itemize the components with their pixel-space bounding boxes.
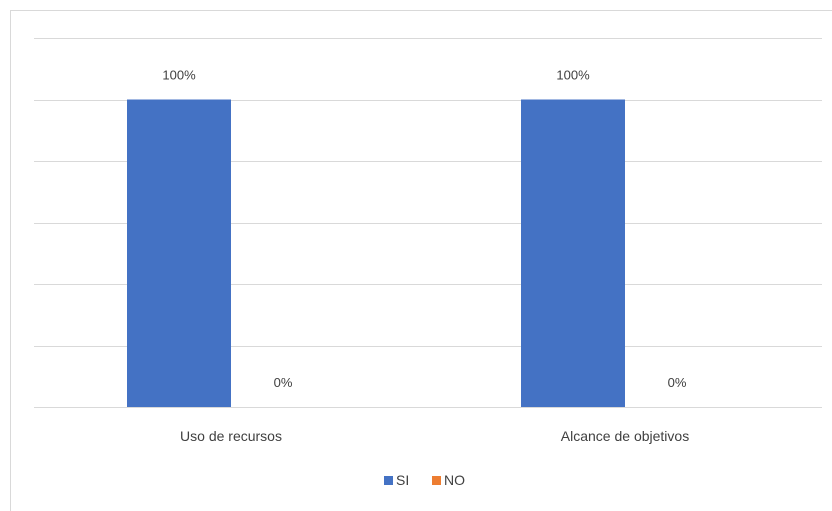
- bar-si: [127, 99, 231, 407]
- data-label: 100%: [162, 68, 196, 83]
- legend-label: SI: [396, 472, 409, 488]
- gridlines: [34, 38, 822, 408]
- bar-si: [521, 99, 625, 407]
- data-label: 0%: [274, 375, 293, 390]
- legend-item-no: NO: [432, 472, 465, 488]
- legend: SI NO: [384, 472, 465, 488]
- data-labels: 100% 0% 100% 0%: [162, 68, 686, 391]
- x-tick-label: Uso de recursos: [180, 428, 282, 444]
- legend-swatch: [432, 476, 441, 485]
- x-tick-label: Alcance de objetivos: [561, 428, 689, 444]
- x-axis: Uso de recursos Alcance de objetivos: [180, 428, 689, 444]
- legend-swatch: [384, 476, 393, 485]
- bars: [127, 99, 625, 407]
- data-label: 0%: [668, 375, 687, 390]
- chart-frame: [10, 10, 832, 511]
- legend-item-si: SI: [384, 472, 409, 488]
- data-label: 100%: [556, 68, 590, 83]
- legend-label: NO: [444, 472, 465, 488]
